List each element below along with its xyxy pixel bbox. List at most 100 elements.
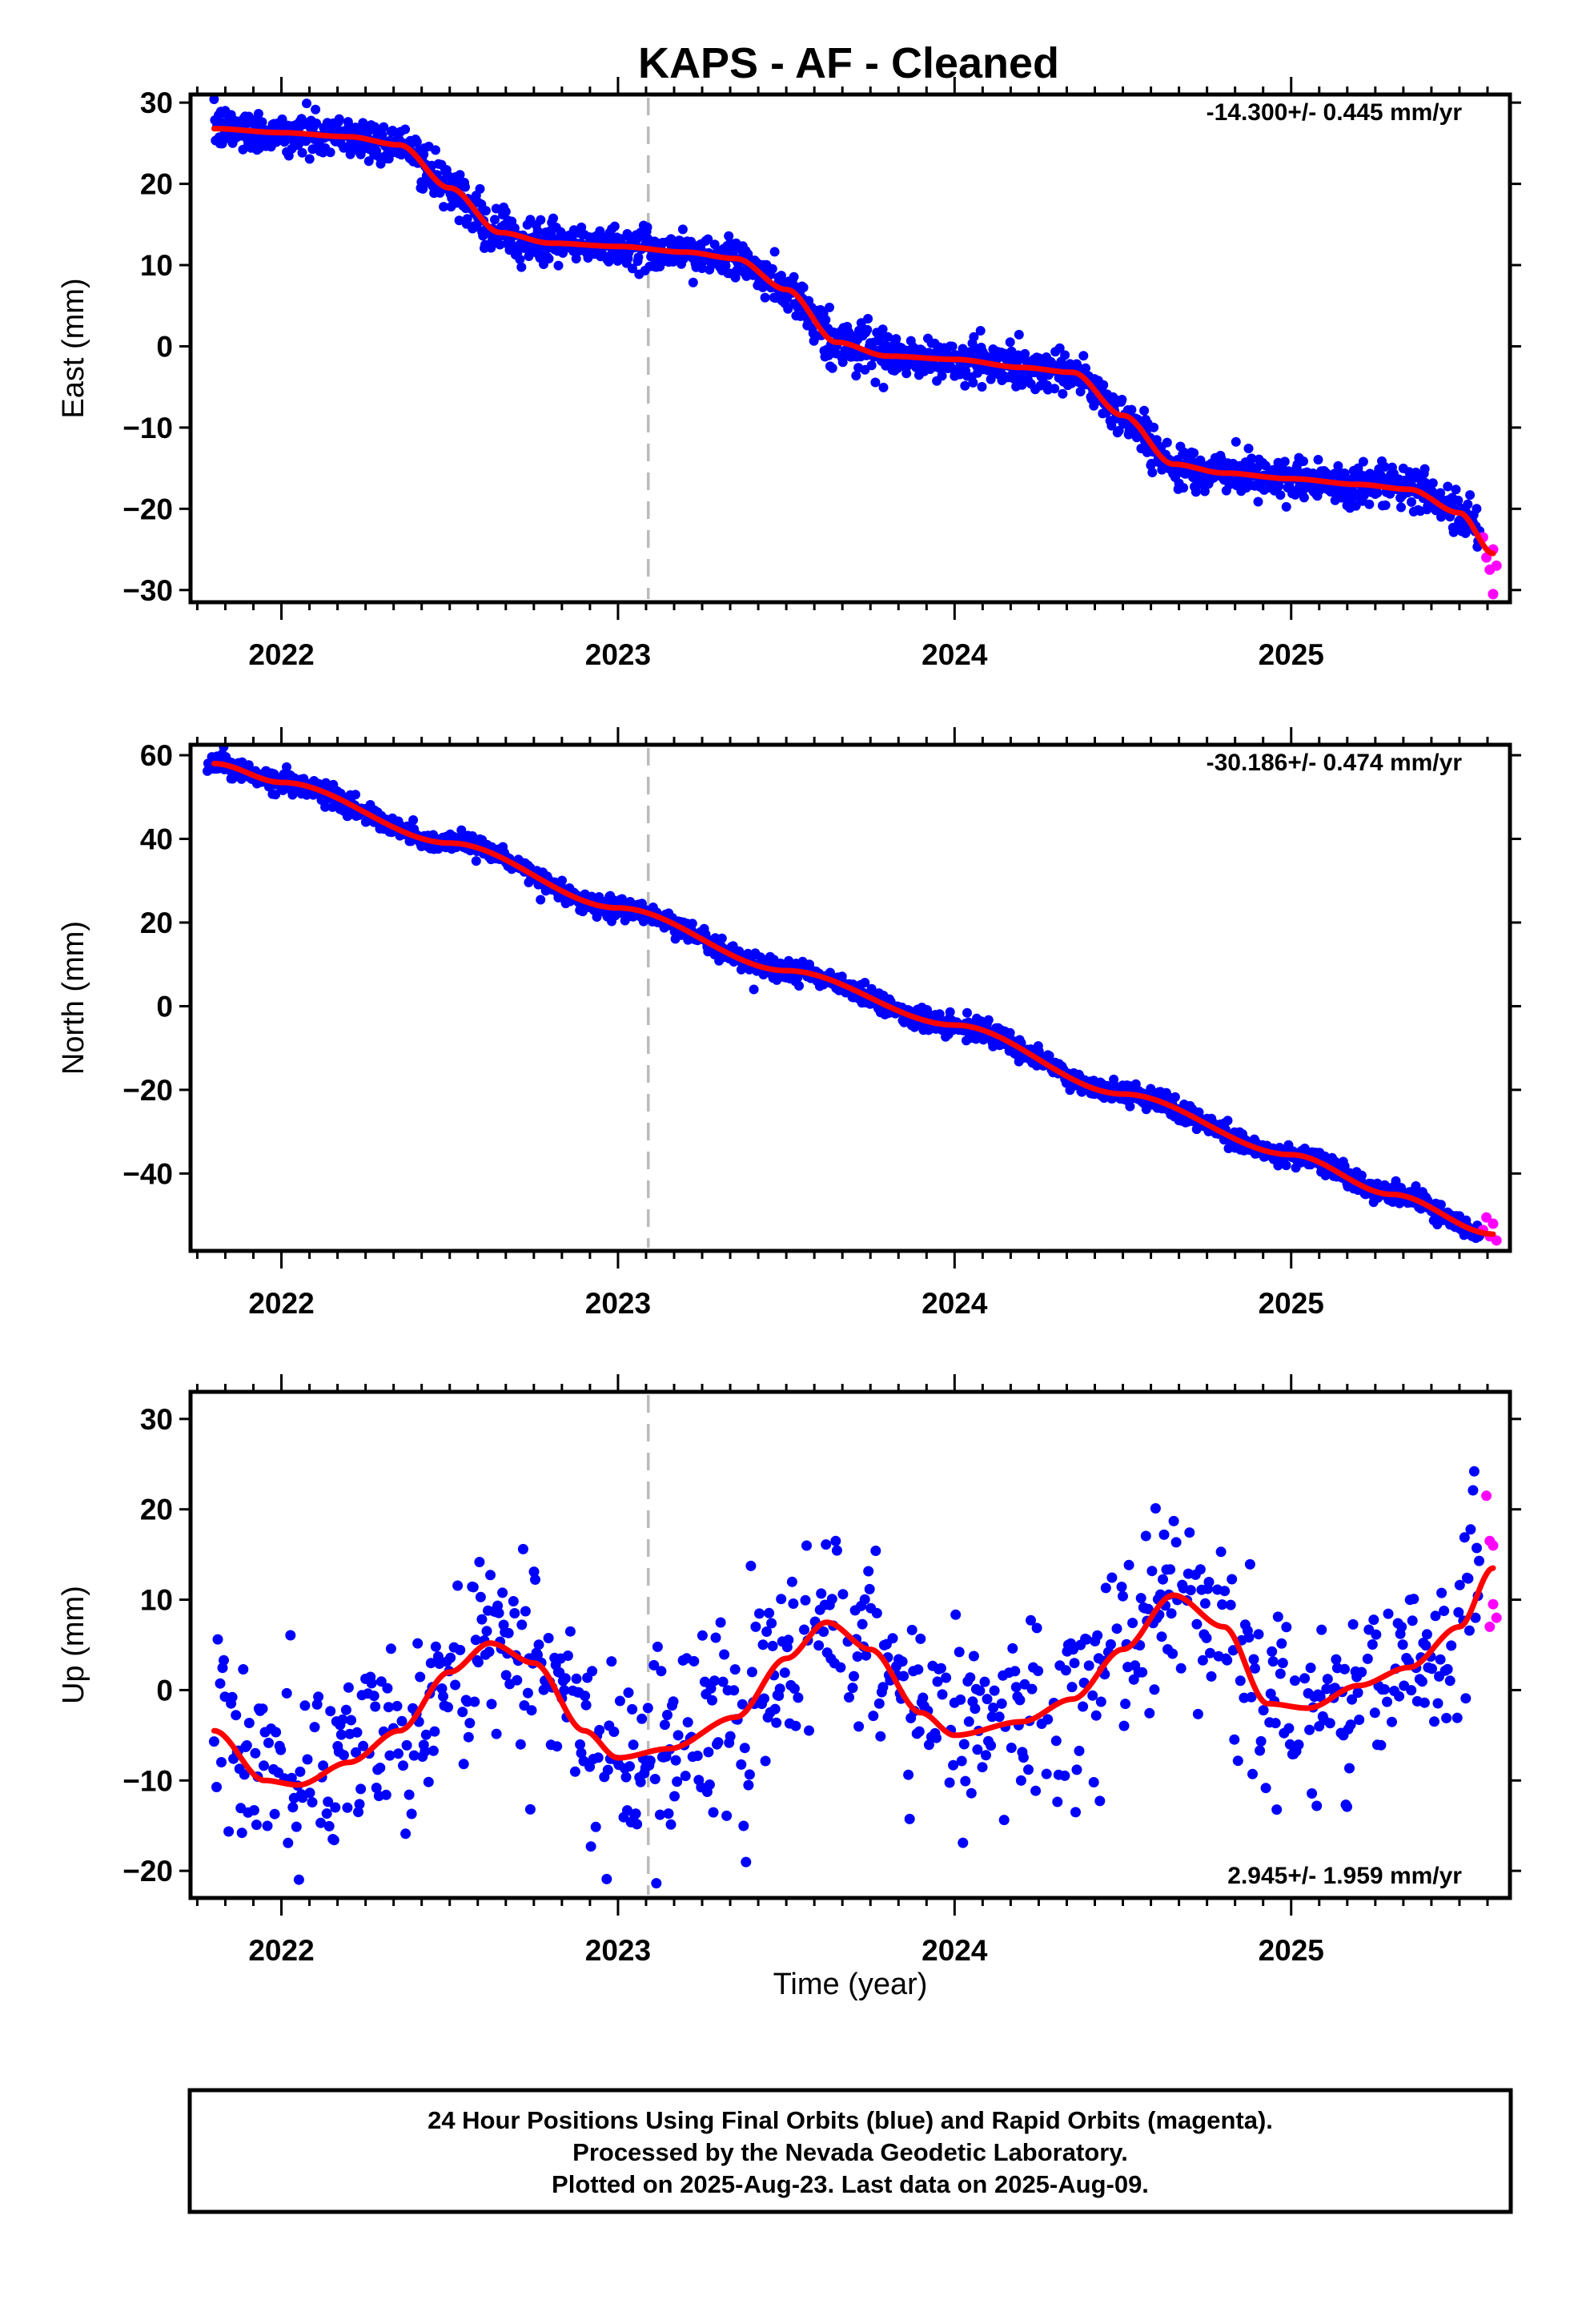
final-orbit-point	[738, 1820, 749, 1831]
final-orbit-point	[977, 382, 987, 392]
final-orbit-point	[960, 1775, 971, 1787]
final-orbit-point	[1118, 1720, 1130, 1731]
final-orbit-point	[212, 1634, 223, 1645]
final-orbit-point	[1369, 1707, 1380, 1719]
final-orbit-point	[1372, 488, 1383, 498]
final-orbit-point	[767, 263, 777, 274]
y-tick-label: 20	[140, 168, 173, 201]
final-orbit-point	[211, 1782, 222, 1792]
final-orbit-point	[383, 1702, 394, 1713]
final-orbit-point	[998, 1815, 1010, 1826]
final-orbit-point	[877, 1682, 889, 1693]
final-orbit-point	[1299, 493, 1309, 503]
final-orbit-point	[1416, 1676, 1427, 1687]
final-orbit-point	[857, 1618, 868, 1630]
final-orbit-point	[358, 1740, 369, 1751]
final-orbit-point	[730, 272, 741, 283]
final-orbit-point	[216, 1757, 227, 1767]
final-orbit-point	[1222, 1655, 1233, 1666]
final-orbit-point	[624, 1761, 635, 1772]
final-orbit-point	[745, 1560, 757, 1571]
rapid-orbit-point	[1481, 1212, 1492, 1223]
final-orbit-point	[628, 263, 637, 274]
final-orbit-point	[668, 1696, 679, 1707]
final-orbit-point	[1394, 1691, 1405, 1702]
final-orbit-point	[1281, 1160, 1291, 1171]
x-tick-label: 2025	[1259, 638, 1324, 671]
final-orbit-point	[454, 215, 464, 226]
final-orbit-point	[238, 1664, 249, 1675]
final-orbit-point	[559, 1685, 570, 1696]
final-orbit-point	[239, 1769, 250, 1780]
final-orbit-point	[1250, 1663, 1260, 1674]
final-orbit-point	[445, 1652, 456, 1663]
y-axis-label: Up (mm)	[57, 1586, 90, 1704]
final-orbit-point	[271, 1727, 282, 1738]
final-orbit-point	[1315, 1691, 1326, 1703]
final-orbit-point	[1367, 1639, 1378, 1650]
final-orbit-point	[688, 277, 698, 287]
final-orbit-point	[458, 1759, 469, 1770]
final-orbit-point	[528, 1566, 540, 1578]
final-orbit-point	[757, 1639, 769, 1651]
rate-annotation: -30.186+/- 0.474 mm/yr	[1207, 750, 1463, 776]
final-orbit-point	[1468, 1485, 1479, 1496]
final-orbit-point	[538, 1684, 549, 1695]
final-orbit-point	[423, 1776, 434, 1787]
final-orbit-point	[309, 1722, 320, 1733]
final-orbit-point	[1368, 1614, 1379, 1626]
final-orbit-point	[769, 1703, 781, 1715]
final-orbit-point	[532, 226, 543, 236]
final-orbit-point	[241, 1740, 252, 1751]
final-orbit-point	[462, 214, 472, 224]
final-orbit-point	[1149, 1684, 1160, 1695]
final-orbit-point	[783, 304, 793, 314]
final-orbit-point	[351, 790, 360, 800]
final-orbit-point	[564, 1626, 576, 1637]
final-orbit-point	[375, 1763, 386, 1773]
final-orbit-point	[275, 1744, 287, 1755]
final-orbit-point	[1167, 1648, 1178, 1659]
final-orbit-point	[1255, 1745, 1266, 1756]
final-orbit-point	[648, 1659, 660, 1671]
final-orbit-point	[703, 234, 713, 244]
final-orbit-point	[1419, 1697, 1430, 1708]
y-tick-label: −20	[122, 1074, 173, 1107]
final-orbit-point	[915, 1633, 926, 1644]
final-orbit-point	[786, 1576, 797, 1587]
final-orbit-point	[1258, 1705, 1269, 1716]
footer-line-3: Plotted on 2025-Aug-23. Last data on 202…	[552, 2170, 1149, 2198]
final-orbit-point	[687, 919, 697, 929]
final-orbit-point	[1281, 501, 1291, 512]
final-orbit-point	[286, 1772, 297, 1783]
rapid-orbit-point	[1481, 1490, 1492, 1502]
final-orbit-point	[1081, 363, 1090, 373]
final-orbit-point	[789, 1683, 800, 1695]
final-orbit-point	[1397, 1639, 1408, 1651]
final-orbit-point	[1092, 1630, 1103, 1641]
final-orbit-point	[259, 1760, 269, 1771]
final-orbit-point	[495, 239, 505, 250]
final-orbit-point	[799, 1624, 809, 1635]
final-orbit-point	[1359, 490, 1369, 501]
final-orbit-point	[1071, 1764, 1082, 1775]
final-orbit-point	[1197, 1655, 1208, 1666]
final-orbit-point	[1054, 343, 1065, 353]
final-orbit-point	[901, 368, 912, 379]
final-orbit-point	[517, 1543, 528, 1554]
final-orbit-point	[1168, 1515, 1179, 1526]
final-orbit-point	[1041, 1768, 1052, 1779]
final-orbit-point	[522, 1687, 533, 1699]
final-orbit-point	[1379, 462, 1390, 472]
y-tick-label: 30	[140, 86, 173, 119]
final-orbit-point	[906, 1624, 917, 1635]
final-orbit-point	[923, 1739, 934, 1751]
final-orbit-point	[601, 1873, 612, 1884]
final-orbit-point	[804, 1725, 814, 1736]
final-orbit-point	[532, 1650, 543, 1660]
final-orbit-point	[725, 1731, 736, 1742]
final-orbit-point	[393, 1748, 404, 1759]
final-orbit-point	[878, 382, 889, 392]
final-orbit-point	[1429, 1716, 1439, 1727]
final-orbit-point	[208, 1736, 219, 1747]
